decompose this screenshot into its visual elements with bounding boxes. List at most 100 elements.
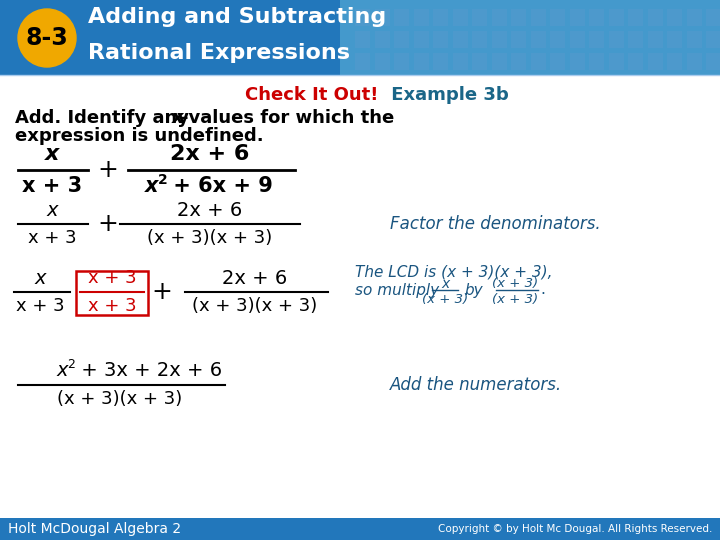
Text: x + 3: x + 3 <box>88 297 136 315</box>
Bar <box>667 53 682 70</box>
Text: Holt McDougal Algebra 2: Holt McDougal Algebra 2 <box>8 522 181 536</box>
Text: x + 3: x + 3 <box>16 297 64 315</box>
Bar <box>452 53 467 70</box>
Bar <box>340 0 720 75</box>
Bar <box>374 9 390 26</box>
Bar <box>608 31 624 48</box>
Text: Add the numerators.: Add the numerators. <box>390 376 562 394</box>
Bar <box>0 0 720 75</box>
Bar <box>452 9 467 26</box>
Bar <box>472 53 487 70</box>
Bar <box>570 53 585 70</box>
Bar <box>706 9 720 26</box>
Bar <box>647 53 662 70</box>
Bar <box>374 31 390 48</box>
Text: -values for which the: -values for which the <box>181 109 395 127</box>
Bar <box>531 53 546 70</box>
Text: .: . <box>540 282 545 298</box>
Text: 2x + 6: 2x + 6 <box>222 268 287 287</box>
Bar <box>531 31 546 48</box>
Text: 2: 2 <box>158 173 168 187</box>
Text: Add. Identify any: Add. Identify any <box>15 109 195 127</box>
Text: The LCD is (x + 3)(x + 3),: The LCD is (x + 3)(x + 3), <box>355 265 552 280</box>
Text: 2x + 6: 2x + 6 <box>171 144 250 164</box>
Text: 2x + 6: 2x + 6 <box>177 200 243 219</box>
Text: x: x <box>441 277 449 291</box>
Text: x + 3: x + 3 <box>22 176 82 196</box>
Bar <box>433 53 448 70</box>
Bar <box>686 31 701 48</box>
Bar <box>394 31 409 48</box>
Text: (x + 3)(x + 3): (x + 3)(x + 3) <box>148 229 273 247</box>
Bar <box>589 31 604 48</box>
Text: x + 3: x + 3 <box>27 229 76 247</box>
Bar <box>511 53 526 70</box>
Bar <box>628 53 643 70</box>
Text: Copyright © by Holt Mc Dougal. All Rights Reserved.: Copyright © by Holt Mc Dougal. All Right… <box>438 524 712 534</box>
Text: Rational Expressions: Rational Expressions <box>88 43 350 63</box>
Bar <box>394 53 409 70</box>
Bar <box>647 31 662 48</box>
Bar <box>550 31 565 48</box>
Bar <box>433 9 448 26</box>
Bar <box>686 9 701 26</box>
Bar <box>433 31 448 48</box>
Bar <box>628 9 643 26</box>
Circle shape <box>18 9 76 67</box>
Text: Adding and Subtracting: Adding and Subtracting <box>88 7 386 27</box>
Bar <box>608 53 624 70</box>
Text: +: + <box>98 158 118 182</box>
Text: x: x <box>145 176 158 196</box>
Text: x: x <box>46 200 58 219</box>
Text: +: + <box>98 212 118 236</box>
Text: (x + 3)(x + 3): (x + 3)(x + 3) <box>192 297 318 315</box>
Bar <box>394 9 409 26</box>
Text: (x + 3): (x + 3) <box>492 294 538 307</box>
Text: x + 3: x + 3 <box>88 269 136 287</box>
Bar <box>355 31 370 48</box>
Bar <box>589 9 604 26</box>
Text: +: + <box>152 280 172 304</box>
Bar <box>0 518 720 540</box>
Bar <box>413 9 428 26</box>
Bar <box>667 31 682 48</box>
Text: x: x <box>45 144 59 164</box>
Bar <box>511 31 526 48</box>
Text: Factor the denominators.: Factor the denominators. <box>390 215 600 233</box>
Bar <box>413 53 428 70</box>
Bar <box>492 53 506 70</box>
Text: x: x <box>172 109 184 127</box>
Text: + 6x + 9: + 6x + 9 <box>166 176 273 196</box>
Bar <box>589 53 604 70</box>
Text: 8-3: 8-3 <box>26 26 68 50</box>
Text: x: x <box>35 268 46 287</box>
Text: 2: 2 <box>67 359 75 372</box>
Text: (x + 3): (x + 3) <box>422 294 468 307</box>
Bar <box>413 31 428 48</box>
Bar <box>472 31 487 48</box>
Bar <box>492 9 506 26</box>
Text: + 3x + 2x + 6: + 3x + 2x + 6 <box>75 361 222 381</box>
Bar <box>531 9 546 26</box>
Bar <box>355 53 370 70</box>
Text: x: x <box>56 361 68 381</box>
Bar <box>76 271 148 315</box>
Bar <box>550 53 565 70</box>
Bar <box>550 9 565 26</box>
Text: Check It Out!: Check It Out! <box>245 86 379 104</box>
Bar <box>511 9 526 26</box>
Bar <box>570 9 585 26</box>
Bar <box>492 31 506 48</box>
Bar <box>706 31 720 48</box>
Bar <box>686 53 701 70</box>
Bar <box>452 31 467 48</box>
Bar <box>355 9 370 26</box>
Bar <box>706 53 720 70</box>
Bar <box>628 31 643 48</box>
Bar <box>667 9 682 26</box>
Bar <box>570 31 585 48</box>
Bar <box>374 53 390 70</box>
Text: (x + 3)(x + 3): (x + 3)(x + 3) <box>58 390 183 408</box>
Bar <box>608 9 624 26</box>
Text: so multiply: so multiply <box>355 282 439 298</box>
